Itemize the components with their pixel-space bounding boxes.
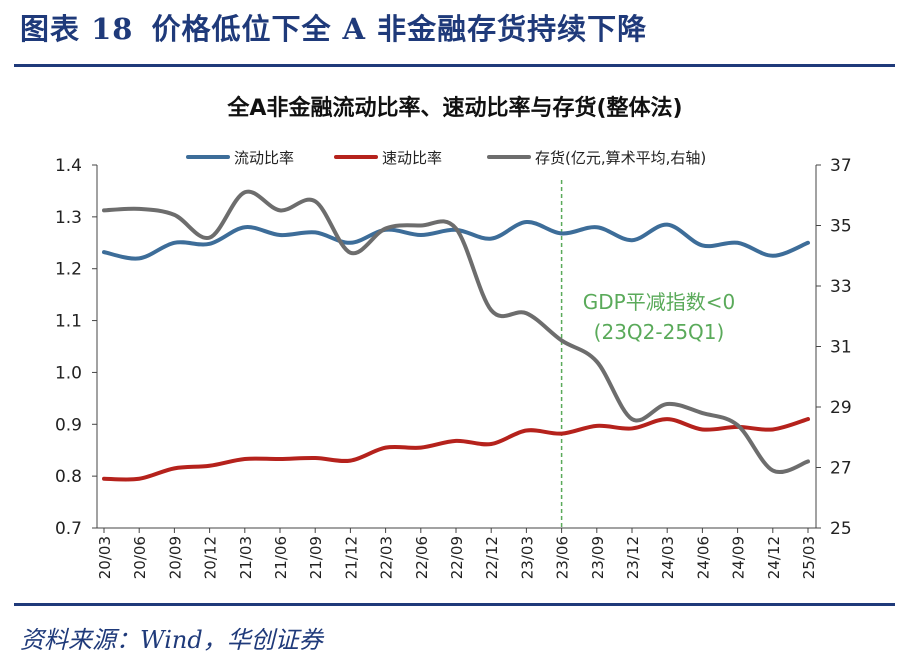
- legend-inventory-label: 存货(亿元,算术平均,右轴): [535, 149, 706, 167]
- y-right-tick-label: 27: [830, 459, 852, 479]
- x-tick-label: 20/09: [166, 536, 184, 579]
- y-right-tick-label: 31: [830, 338, 852, 358]
- y-left-tick-label: 1.4: [55, 156, 82, 176]
- chart-title: 全A非金融流动比率、速动比率与存货(整体法): [226, 95, 682, 121]
- figure-caption: 价格低位下全 A 非金融存货持续下降: [151, 12, 648, 46]
- x-tick-label: 22/06: [413, 536, 431, 579]
- source-note: 资料来源：Wind，华创证券: [20, 626, 323, 654]
- y-right-tick-label: 35: [830, 217, 852, 237]
- y-left-tick-label: 0.8: [55, 467, 82, 487]
- y-right-tick-label: 33: [830, 277, 852, 297]
- y-right-tick-label: 37: [830, 156, 852, 176]
- x-tick-label: 22/03: [378, 536, 396, 579]
- x-tick-label: 23/03: [518, 536, 536, 579]
- y-right-tick-label: 25: [830, 519, 852, 539]
- x-tick-label: 22/09: [448, 536, 466, 579]
- legend-quick-ratio-label: 速动比率: [382, 149, 442, 167]
- y-left-tick-label: 1.1: [55, 312, 82, 332]
- x-tick-label: 21/03: [237, 536, 255, 579]
- x-tick-label: 23/09: [589, 536, 607, 579]
- figure-title: 图表 18 价格低位下全 A 非金融存货持续下降: [20, 6, 665, 48]
- y-left-tick-label: 1.0: [55, 363, 82, 383]
- x-tick-label: 21/09: [307, 536, 325, 579]
- bottom-rule: [14, 603, 895, 606]
- x-tick-label: 24/09: [730, 536, 748, 579]
- figure-number: 图表 18: [20, 12, 134, 46]
- annotation-text: (23Q2-25Q1): [594, 320, 725, 344]
- x-tick-label: 21/12: [342, 536, 360, 579]
- x-tick-label: 23/12: [624, 536, 642, 579]
- y-right-tick-label: 29: [830, 398, 852, 418]
- x-tick-label: 24/12: [765, 536, 783, 579]
- x-tick-label: 24/06: [694, 536, 712, 579]
- x-tick-label: 20/03: [96, 536, 114, 579]
- x-tick-label: 23/06: [554, 536, 572, 579]
- y-left-tick-label: 1.2: [55, 260, 82, 280]
- x-tick-label: 20/12: [202, 536, 220, 579]
- x-tick-label: 20/06: [131, 536, 149, 579]
- x-tick-label: 24/03: [659, 536, 677, 579]
- top-rule: [14, 64, 895, 67]
- annotation-text: GDP平减指数<0: [583, 290, 735, 314]
- x-tick-label: 25/03: [800, 536, 818, 579]
- y-left-tick-label: 0.9: [55, 415, 82, 435]
- inventory-line: [102, 189, 810, 474]
- y-left-tick-label: 0.7: [55, 519, 82, 539]
- y-left-tick-label: 1.3: [55, 208, 82, 228]
- legend-current-ratio-label: 流动比率: [234, 149, 294, 167]
- x-tick-label: 21/06: [272, 536, 290, 579]
- quick-ratio-line: [102, 417, 810, 482]
- x-tick-label: 22/12: [483, 536, 501, 579]
